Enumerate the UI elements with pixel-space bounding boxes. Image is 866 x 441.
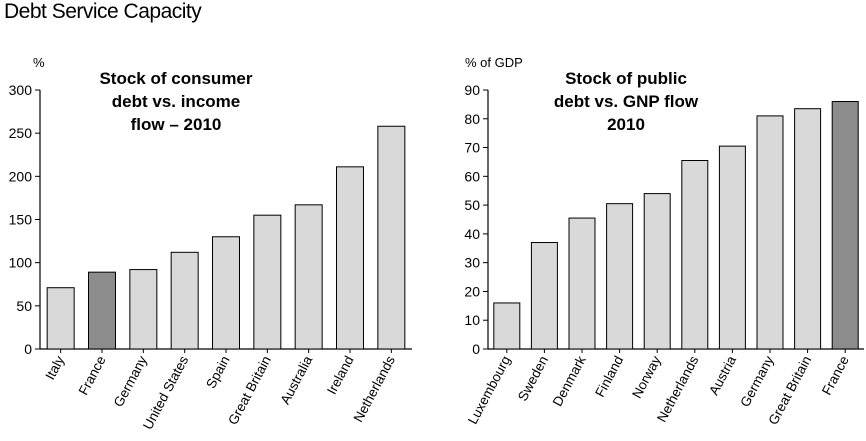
bar-united-states: [170, 251, 199, 350]
chart-title-line: 2010: [607, 115, 645, 134]
bar-finland: [606, 203, 634, 350]
y-tick-label: 250: [9, 125, 33, 141]
chart-title-line: debt vs. GNP flow: [554, 92, 699, 111]
category-label: Italy: [42, 353, 67, 382]
bar-australia: [294, 204, 323, 350]
bar-spain: [212, 236, 240, 350]
y-tick-label: 80: [464, 111, 480, 127]
category-label: Finland: [592, 353, 626, 399]
chart-title-line: flow – 2010: [131, 115, 222, 134]
y-unit-label: %: [33, 55, 45, 70]
category-label: Norway: [629, 353, 664, 401]
category-label: Germany: [737, 353, 776, 409]
y-tick-label: 30: [464, 255, 480, 271]
category-label: Australia: [277, 353, 315, 407]
category-label: Austria: [706, 353, 739, 398]
y-unit-label: % of GDP: [465, 55, 523, 70]
bar-luxembourg: [493, 302, 521, 350]
category-label: Luxembourg: [465, 353, 513, 426]
chart-title-line: Stock of public: [565, 69, 687, 88]
bar-sweden: [530, 242, 558, 350]
bar-denmark: [568, 217, 596, 350]
category-label: Sweden: [515, 353, 551, 403]
chart-title-line: Stock of consumer: [99, 69, 252, 88]
y-tick-label: 0: [472, 341, 480, 357]
category-label: Denmark: [550, 353, 589, 409]
y-tick-label: 40: [464, 226, 480, 242]
category-label: Great Britain: [225, 353, 274, 427]
category-label: France: [76, 353, 109, 397]
bar-netherlands: [681, 160, 709, 350]
bar-france: [88, 271, 116, 350]
bar-great-britain: [794, 108, 822, 350]
y-tick-label: 0: [24, 341, 32, 357]
y-tick-label: 20: [464, 283, 480, 299]
y-tick-label: 50: [464, 197, 480, 213]
consumer-debt-chart: 0 50 100 150 200 250 300% Stock of consumer debt…: [9, 55, 412, 432]
category-label: Spain: [203, 353, 232, 391]
bar-italy: [46, 287, 75, 350]
chart-title-line: debt vs. income: [112, 92, 240, 111]
y-tick-label: 100: [9, 255, 33, 271]
category-label: United States: [140, 353, 191, 432]
bar-norway: [643, 193, 671, 350]
page-title: Debt Service Capacity: [4, 0, 202, 23]
bar-germany: [756, 115, 784, 350]
y-tick-label: 10: [464, 312, 480, 328]
category-label: France: [819, 353, 852, 397]
y-tick-label: 70: [464, 140, 480, 156]
category-label: Ireland: [324, 353, 357, 396]
bar-great-britain: [253, 214, 282, 350]
bar-netherlands: [377, 125, 406, 350]
bar-germany: [129, 269, 158, 350]
y-tick-label: 150: [9, 212, 33, 228]
bar-france: [831, 101, 859, 350]
category-label: Germany: [111, 353, 150, 409]
y-tick-label: 300: [9, 82, 33, 98]
bar-ireland: [336, 166, 364, 350]
category-label: Netherlands: [351, 353, 399, 425]
public-debt-chart: 0 10 20 30 40 50 60 70 80 90 % of GDP Stock of publ…: [464, 55, 864, 427]
y-tick-label: 50: [16, 298, 32, 314]
y-tick-label: 60: [464, 168, 480, 184]
y-tick-label: 200: [9, 168, 33, 184]
y-tick-label: 90: [464, 82, 480, 98]
bar-austria: [718, 145, 746, 350]
